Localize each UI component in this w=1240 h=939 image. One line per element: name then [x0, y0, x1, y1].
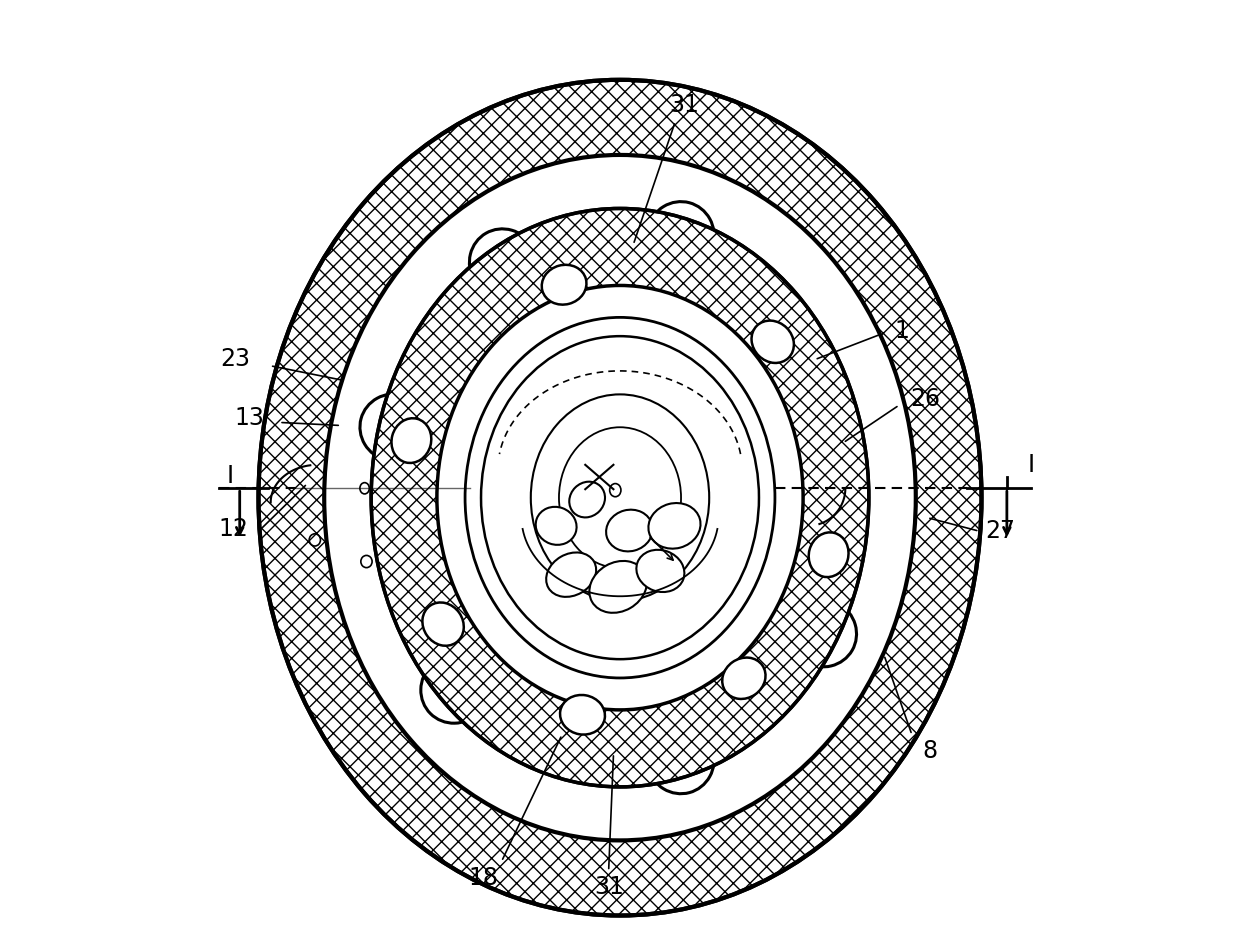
Ellipse shape — [258, 80, 982, 916]
Ellipse shape — [787, 598, 857, 667]
Ellipse shape — [420, 654, 490, 723]
Ellipse shape — [371, 208, 869, 787]
Ellipse shape — [324, 155, 916, 840]
Text: 26: 26 — [910, 387, 940, 411]
Ellipse shape — [560, 695, 605, 734]
Text: 27: 27 — [986, 518, 1016, 543]
Text: 1: 1 — [894, 318, 909, 343]
Text: 12: 12 — [218, 516, 248, 541]
Ellipse shape — [465, 317, 775, 678]
Ellipse shape — [436, 285, 804, 710]
Ellipse shape — [649, 503, 701, 548]
Ellipse shape — [531, 394, 709, 601]
Ellipse shape — [542, 265, 587, 304]
Ellipse shape — [808, 532, 848, 577]
Ellipse shape — [646, 723, 714, 793]
Text: 13: 13 — [234, 406, 264, 430]
Ellipse shape — [588, 562, 649, 611]
Text: I: I — [227, 464, 234, 488]
Ellipse shape — [423, 603, 464, 646]
Ellipse shape — [360, 393, 430, 462]
Text: 8: 8 — [923, 739, 937, 763]
Ellipse shape — [569, 482, 605, 517]
Text: I: I — [1028, 453, 1035, 477]
Text: 18: 18 — [469, 866, 498, 890]
Ellipse shape — [470, 229, 538, 299]
Ellipse shape — [751, 320, 794, 363]
Ellipse shape — [548, 551, 595, 598]
Ellipse shape — [606, 509, 652, 552]
Ellipse shape — [481, 336, 759, 659]
Text: 23: 23 — [219, 346, 250, 371]
Ellipse shape — [637, 548, 683, 593]
Ellipse shape — [559, 427, 681, 568]
Text: 31: 31 — [594, 875, 624, 900]
Ellipse shape — [722, 657, 765, 699]
Ellipse shape — [392, 418, 432, 463]
Ellipse shape — [536, 506, 577, 546]
Ellipse shape — [646, 202, 714, 272]
Text: 31: 31 — [668, 93, 699, 117]
